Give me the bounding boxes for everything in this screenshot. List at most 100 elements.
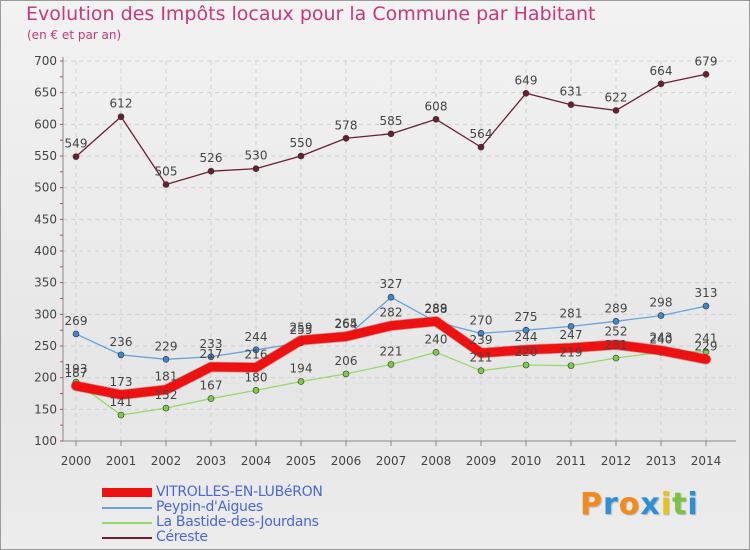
y-tick-label: 600: [34, 117, 57, 131]
data-label-peypin-d-aigues: 298: [650, 296, 673, 310]
data-point-peypin-d-aigues: [702, 302, 710, 310]
y-tick-label: 450: [34, 212, 57, 226]
legend-label: Céreste: [156, 529, 208, 545]
data-point-la-bastide-des-jourdans: [252, 387, 260, 394]
data-point-peypin-d-aigues: [612, 317, 620, 325]
data-label-la-bastide-des-jourdans: 193: [65, 362, 88, 376]
data-label-la-bastide-des-jourdans: 240: [425, 332, 448, 346]
data-label-la-bastide-des-jourdans: 221: [380, 344, 403, 358]
data-point-cereste: [522, 90, 530, 97]
data-point-vitrolles-en-luberon: [702, 355, 710, 363]
logo-letter: P: [580, 487, 603, 522]
data-point-vitrolles-en-luberon: [342, 333, 350, 340]
data-point-cereste: [162, 181, 170, 188]
data-label-cereste: 585: [380, 114, 403, 128]
data-point-peypin-d-aigues: [162, 355, 170, 363]
logo-letter: r: [603, 487, 619, 522]
y-tick-label: 200: [34, 371, 57, 385]
data-point-peypin-d-aigues: [522, 326, 530, 334]
data-label-peypin-d-aigues: 233: [200, 337, 223, 351]
data-label-peypin-d-aigues: 281: [560, 306, 583, 320]
x-tick-label: 2007: [376, 454, 407, 468]
data-label-la-bastide-des-jourdans: 180: [245, 370, 268, 384]
x-tick-label: 2005: [286, 454, 317, 468]
data-label-vitrolles-en-luberon: 247: [560, 328, 583, 342]
data-label-cereste: 549: [65, 137, 88, 151]
data-label-cereste: 564: [470, 127, 493, 141]
data-point-la-bastide-des-jourdans: [297, 378, 305, 385]
data-label-peypin-d-aigues: 327: [380, 277, 403, 291]
data-label-vitrolles-en-luberon: 229: [695, 339, 718, 353]
data-point-la-bastide-des-jourdans: [117, 411, 125, 419]
x-tick-label: 2000: [61, 454, 92, 468]
data-point-la-bastide-des-jourdans: [567, 362, 575, 369]
legend-item-la-bastide-des-jourdans: La Bastide-des-Jourdans: [102, 515, 323, 530]
data-label-cereste: 526: [200, 151, 223, 165]
logo-letter: i: [687, 487, 699, 522]
data-point-peypin-d-aigues: [477, 330, 485, 337]
data-point-cereste: [342, 134, 350, 142]
x-tick-label: 2009: [466, 454, 497, 468]
data-point-vitrolles-en-luberon: [432, 317, 440, 325]
data-label-vitrolles-en-luberon: 239: [470, 333, 493, 347]
data-label-peypin-d-aigues: 244: [245, 330, 268, 344]
data-point-vitrolles-en-luberon: [162, 386, 170, 394]
legend-item-cereste: Céreste: [102, 530, 323, 545]
data-label-la-bastide-des-jourdans: 240: [650, 332, 673, 346]
logo-letter: x: [640, 487, 661, 522]
data-point-peypin-d-aigues: [252, 346, 260, 354]
data-point-vitrolles-en-luberon: [567, 344, 575, 352]
data-label-la-bastide-des-jourdans: 231: [605, 338, 628, 352]
data-point-la-bastide-des-jourdans: [342, 370, 350, 378]
y-tick-label: 400: [34, 244, 57, 258]
legend-label: VITROLLES-EN-LUBéRON: [156, 484, 323, 500]
x-tick-label: 2008: [421, 454, 452, 468]
logo-letter: t: [672, 487, 688, 522]
data-point-vitrolles-en-luberon: [387, 322, 395, 330]
logo-letter: o: [618, 487, 641, 522]
data-label-la-bastide-des-jourdans: 141: [110, 395, 133, 409]
data-point-cereste: [567, 101, 575, 108]
data-label-cereste: 505: [155, 165, 178, 179]
data-label-peypin-d-aigues: 236: [110, 335, 133, 349]
legend-item-vitrolles-en-luberon: VITROLLES-EN-LUBéRON: [102, 485, 323, 500]
x-tick-label: 2003: [196, 454, 227, 468]
data-point-vitrolles-en-luberon: [612, 341, 620, 349]
data-point-la-bastide-des-jourdans: [522, 361, 530, 369]
data-point-vitrolles-en-luberon: [252, 364, 260, 371]
x-tick-label: 2012: [601, 454, 632, 468]
x-tick-label: 2004: [241, 454, 272, 468]
legend-swatch: [102, 506, 152, 509]
data-label-la-bastide-des-jourdans: 241: [695, 332, 718, 346]
data-label-peypin-d-aigues: 275: [515, 310, 538, 324]
data-label-peypin-d-aigues: 288: [425, 302, 448, 316]
data-point-peypin-d-aigues: [117, 351, 125, 359]
x-tick-label: 2006: [331, 454, 362, 468]
legend-item-peypin-d-aigues: Peypin-d'Aigues: [102, 500, 323, 515]
data-point-vitrolles-en-luberon: [297, 336, 305, 344]
data-label-vitrolles-en-luberon: 252: [605, 325, 628, 339]
data-point-peypin-d-aigues: [657, 312, 665, 319]
data-point-la-bastide-des-jourdans: [207, 395, 215, 402]
data-label-la-bastide-des-jourdans: 152: [155, 388, 178, 402]
data-point-vitrolles-en-luberon: [522, 346, 530, 354]
data-point-vitrolles-en-luberon: [117, 391, 125, 399]
y-tick-label: 150: [34, 402, 57, 416]
data-point-peypin-d-aigues: [387, 293, 395, 301]
data-label-cereste: 612: [110, 97, 133, 111]
data-label-peypin-d-aigues: 269: [65, 314, 88, 328]
data-point-cereste: [657, 80, 665, 88]
data-point-cereste: [702, 71, 710, 78]
chart-subtitle: (en € et par an): [27, 28, 122, 42]
legend-swatch: [102, 488, 152, 497]
data-label-peypin-d-aigues: 289: [605, 301, 628, 315]
data-label-cereste: 608: [425, 99, 448, 113]
data-point-la-bastide-des-jourdans: [432, 349, 440, 356]
data-point-cereste: [432, 115, 440, 123]
data-point-la-bastide-des-jourdans: [162, 404, 170, 412]
data-label-vitrolles-en-luberon: 243: [650, 330, 673, 344]
data-label-vitrolles-en-luberon: 289: [425, 301, 448, 315]
data-point-peypin-d-aigues: [567, 323, 575, 330]
data-label-vitrolles-en-luberon: 259: [290, 320, 313, 334]
